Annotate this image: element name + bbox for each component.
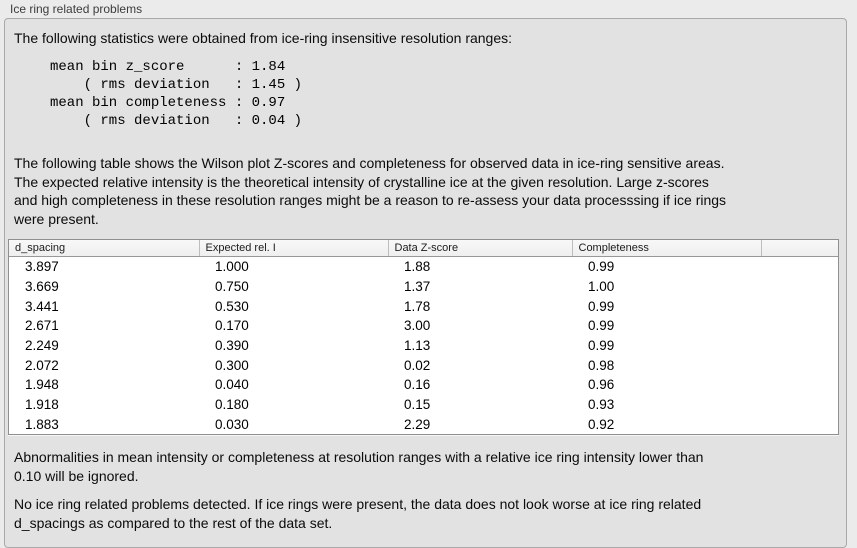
- column-header-expected-rel-i[interactable]: Expected rel. I: [198, 240, 388, 257]
- table-cell: 0.15: [404, 397, 431, 413]
- table-cell: [761, 355, 838, 375]
- column-header-data-z-score[interactable]: Data Z-score: [387, 240, 572, 257]
- table-cell: 0.390: [215, 338, 249, 354]
- column-header-empty[interactable]: [760, 240, 838, 257]
- table-cell: [761, 395, 838, 415]
- table-row[interactable]: 1.948 0.040 0.16 0.96: [9, 375, 838, 395]
- table-cell: 0.02: [404, 357, 431, 373]
- table-cell: 0.98: [588, 357, 615, 373]
- table-cell: 2.671: [25, 318, 59, 334]
- column-header-completeness[interactable]: Completeness: [571, 240, 761, 257]
- table-cell: 1.78: [404, 298, 431, 314]
- table-cell: 0.16: [404, 377, 431, 393]
- table-cell: 0.99: [588, 298, 615, 314]
- table-cell: 0.99: [588, 318, 615, 334]
- table-cell: [761, 296, 838, 316]
- table-cell: [761, 415, 838, 435]
- table-cell: 1.883: [25, 416, 59, 432]
- table-cell: 1.88: [404, 259, 431, 275]
- table-row[interactable]: 2.072 0.300 0.02 0.98: [9, 355, 838, 375]
- table-cell: 1.000: [215, 259, 249, 275]
- ice-ring-table: d_spacing Expected rel. I Data Z-score Comp…: [9, 240, 838, 434]
- ice-ring-table-container: d_spacing Expected rel. I Data Z-score Comp…: [8, 239, 839, 435]
- table-cell: 0.180: [215, 397, 249, 413]
- table-cell: 3.897: [25, 259, 59, 275]
- table-cell: [761, 375, 838, 395]
- table-cell: 0.750: [215, 279, 249, 295]
- table-cell: [761, 277, 838, 297]
- table-cell: 2.29: [404, 416, 431, 432]
- table-cell: 0.99: [588, 259, 615, 275]
- table-cell: 0.93: [588, 397, 615, 413]
- table-row[interactable]: 2.249 0.390 1.13 0.99: [9, 336, 838, 356]
- table-cell: 1.948: [25, 377, 59, 393]
- table-cell: 0.99: [588, 338, 615, 354]
- table-row[interactable]: 3.897 1.000 1.88 0.99: [9, 257, 838, 277]
- statistics-block: mean bin z_score : 1.84 ( rms deviation …: [50, 59, 303, 129]
- table-row[interactable]: 1.883 0.030 2.29 0.92: [9, 415, 838, 435]
- table-cell: 0.300: [215, 357, 249, 373]
- table-row[interactable]: 3.669 0.750 1.37 1.00: [9, 277, 838, 297]
- table-cell: 1.13: [404, 338, 431, 354]
- table-cell: 0.040: [215, 377, 249, 393]
- ignore-threshold-note: Abnormalities in mean intensity or compl…: [14, 449, 704, 484]
- table-cell: 1.37: [404, 279, 431, 295]
- table-cell: 1.918: [25, 397, 59, 413]
- table-cell: [761, 316, 838, 336]
- table-cell: 0.92: [588, 416, 615, 432]
- table-cell: [761, 257, 838, 277]
- table-cell: 0.030: [215, 416, 249, 432]
- table-body: 3.897 1.000 1.88 0.99 3.669 0.750 1.37 1.00 3.44…: [9, 257, 838, 435]
- table-row[interactable]: 1.918 0.180 0.15 0.93: [9, 395, 838, 415]
- table-cell: 0.96: [588, 377, 615, 393]
- table-cell: 1.00: [588, 279, 615, 295]
- conclusion-note: No ice ring related problems detected. I…: [14, 496, 702, 531]
- table-cell: 3.00: [404, 318, 431, 334]
- table-header-row: d_spacing Expected rel. I Data Z-score Comp…: [9, 240, 838, 257]
- groupbox-title: Ice ring related problems: [10, 2, 143, 16]
- table-cell: 2.249: [25, 338, 59, 354]
- table-row[interactable]: 3.441 0.530 1.78 0.99: [9, 296, 838, 316]
- table-cell: 0.170: [215, 318, 249, 334]
- table-cell: 0.530: [215, 298, 249, 314]
- table-row[interactable]: 2.671 0.170 3.00 0.99: [9, 316, 838, 336]
- table-description-text: The following table shows the Wilson plo…: [14, 155, 727, 227]
- table-cell: [761, 336, 838, 356]
- column-header-d-spacing[interactable]: d_spacing: [9, 240, 199, 257]
- table-cell: 2.072: [25, 357, 59, 373]
- table-cell: 3.441: [25, 298, 59, 314]
- table-cell: 3.669: [25, 279, 59, 295]
- statistics-intro-text: The following statistics were obtained f…: [14, 30, 513, 46]
